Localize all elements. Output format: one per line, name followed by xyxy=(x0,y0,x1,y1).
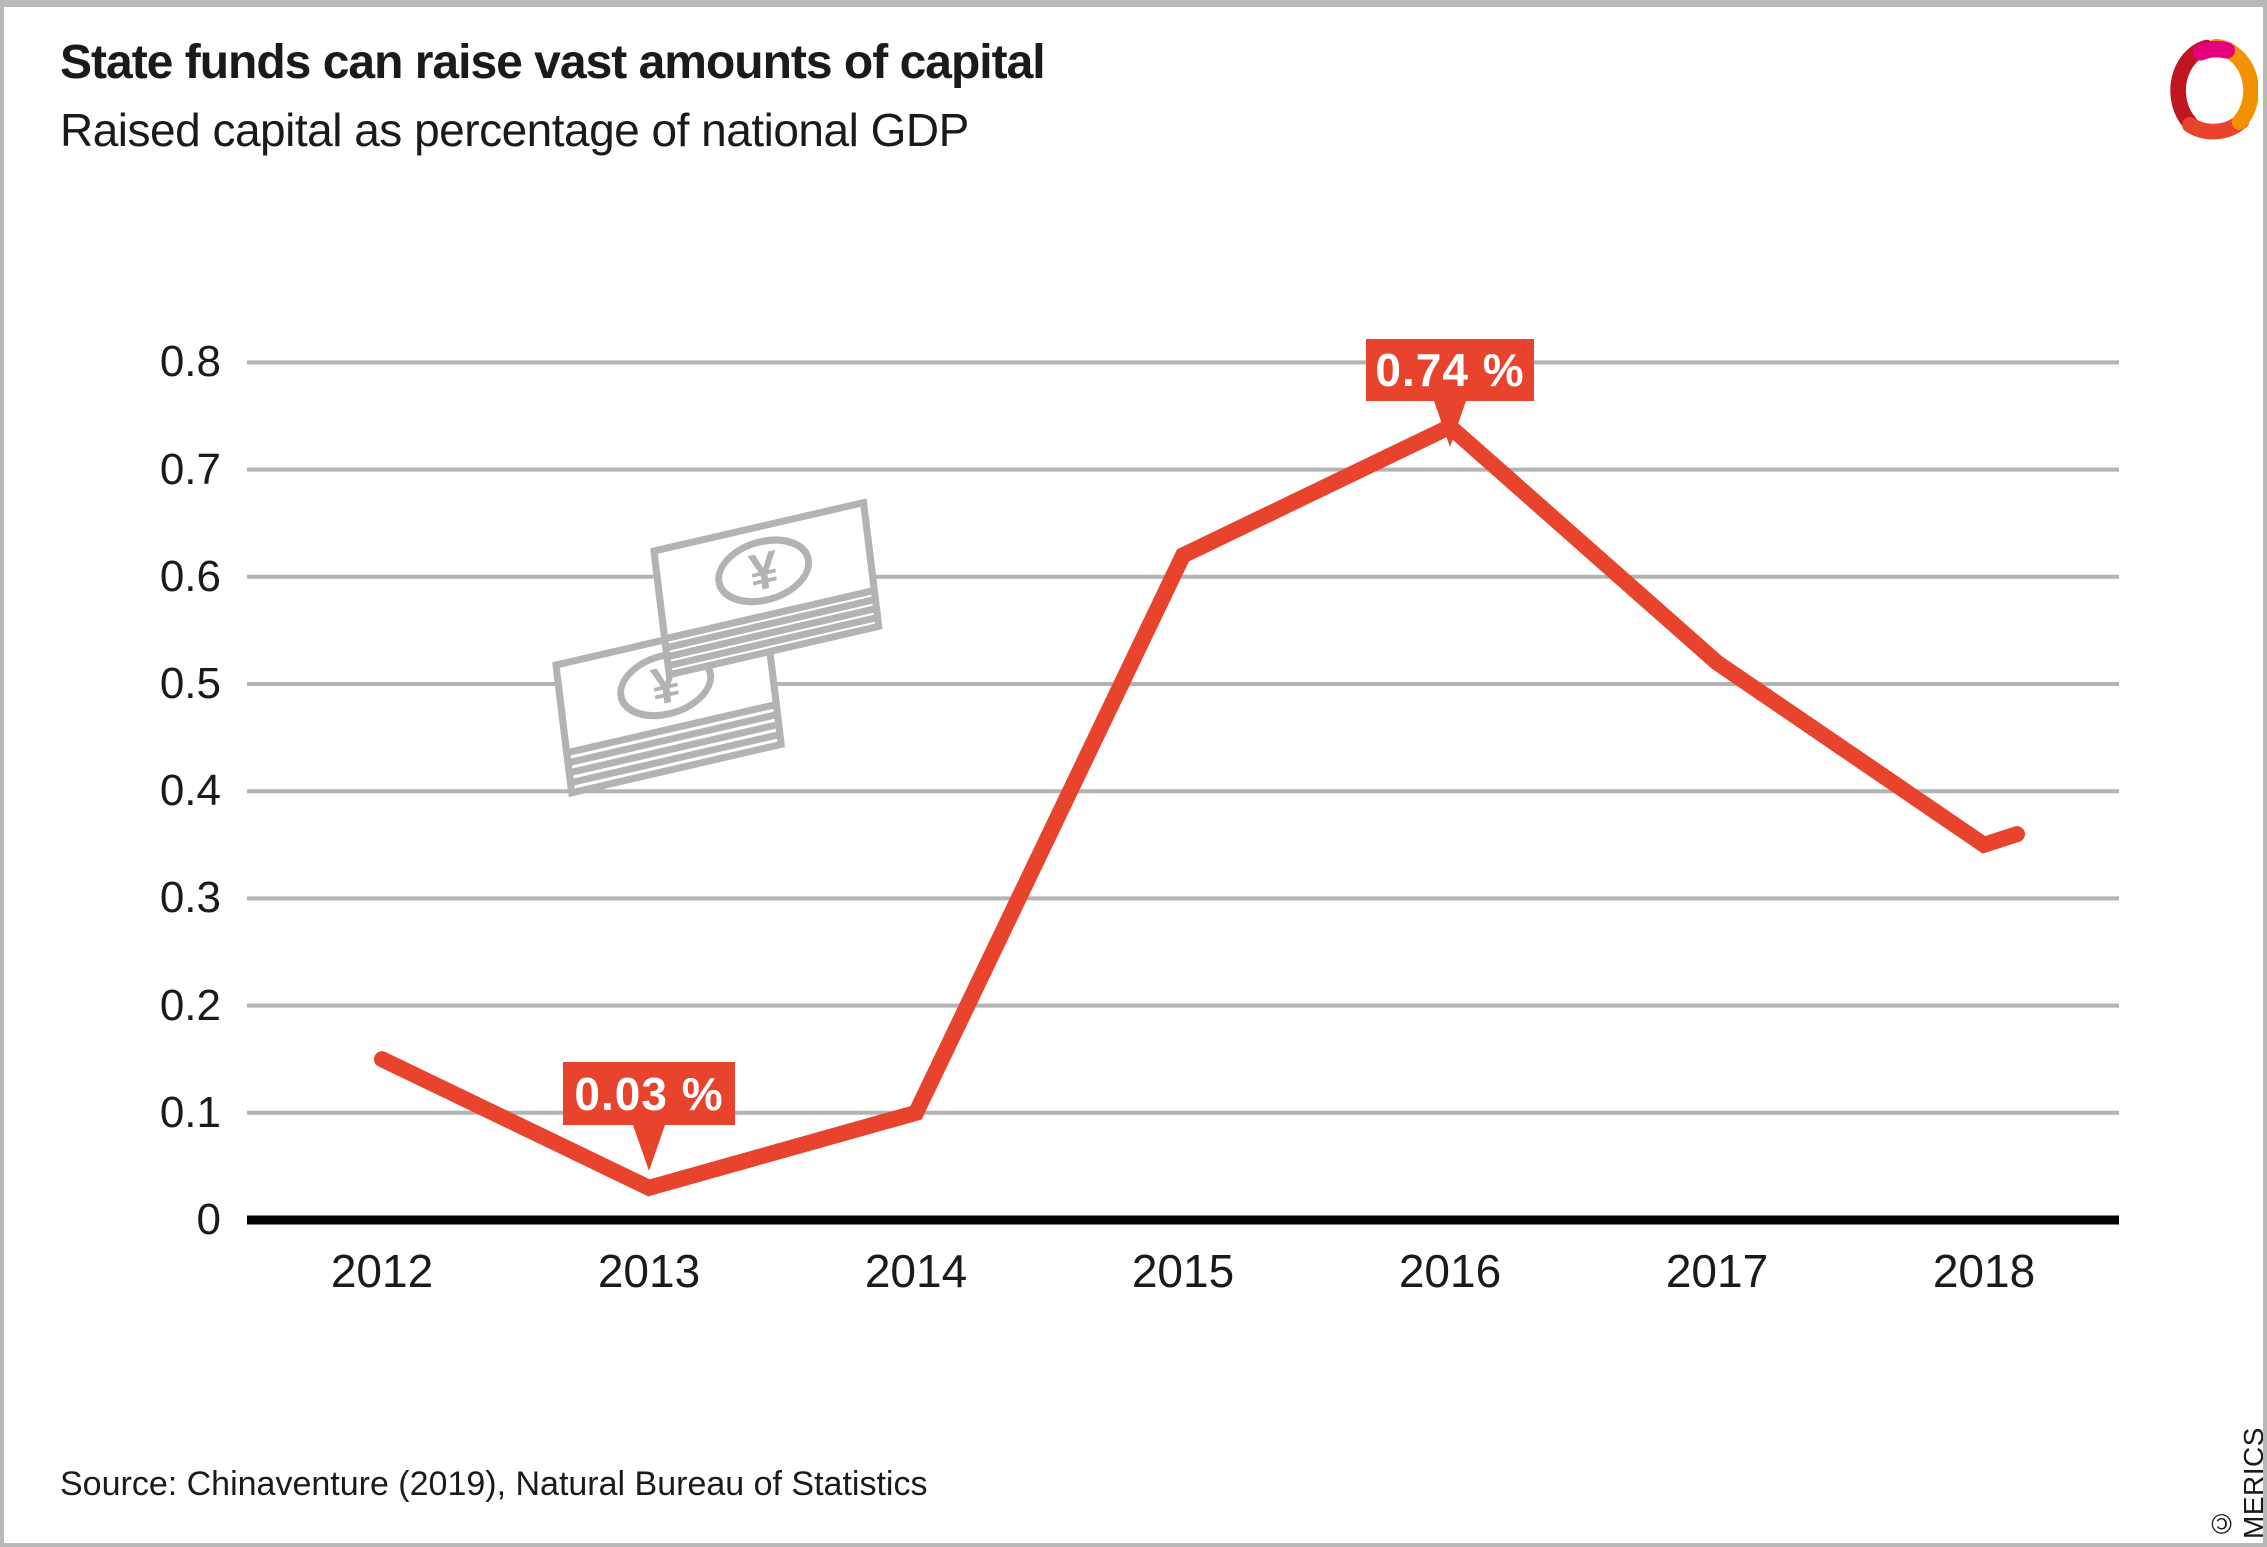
y-tick-label: 0.6 xyxy=(159,551,221,601)
x-tick-label: 2017 xyxy=(1665,1245,1769,1297)
logo-arc-magenta xyxy=(2192,40,2235,61)
callout-label: 0.03 % xyxy=(574,1067,724,1120)
chart-subtitle: Raised capital as percentage of national… xyxy=(60,104,969,156)
callout-2016-peak: 0.74 % xyxy=(1366,339,1534,447)
x-tick-label: 2018 xyxy=(1932,1245,2036,1297)
y-tick-label: 0.8 xyxy=(159,337,221,387)
x-tick-label: 2016 xyxy=(1398,1245,1502,1297)
merics-logo-icon xyxy=(2170,38,2258,140)
x-tick-label: 2014 xyxy=(864,1245,968,1297)
copyright-note: © MERICS xyxy=(2206,1427,2267,1539)
yen-banknotes-icon: ¥ ¥ xyxy=(552,498,883,798)
yen-symbol: ¥ xyxy=(746,540,781,604)
x-tick-label: 2013 xyxy=(597,1245,701,1297)
y-tick-label: 0.2 xyxy=(159,980,221,1030)
raised-capital-line xyxy=(374,417,2025,1197)
y-tick-label: 0 xyxy=(196,1195,221,1244)
y-tick-label: 0.1 xyxy=(159,1087,221,1137)
chart-title: State funds can raise vast amounts of ca… xyxy=(60,36,1046,89)
source-note: Source: Chinaventure (2019), Natural Bur… xyxy=(60,1465,928,1503)
callout-2013-low: 0.03 % xyxy=(563,1062,735,1171)
callout-label: 0.74 % xyxy=(1375,344,1525,396)
y-tick-label: 0.5 xyxy=(159,659,221,708)
y-tick-label: 0.4 xyxy=(159,766,221,816)
x-tick-label: 2012 xyxy=(330,1245,434,1297)
banknote-ellipse xyxy=(715,536,813,606)
data-line-layer xyxy=(374,417,2025,1197)
y-tick-label: 0.7 xyxy=(159,444,221,494)
line-chart-canvas: ¥ ¥ xyxy=(247,360,2119,1225)
y-tick-label: 0.3 xyxy=(159,873,221,923)
x-tick-label: 2015 xyxy=(1131,1245,1235,1297)
gridlines-layer xyxy=(247,360,2119,1225)
